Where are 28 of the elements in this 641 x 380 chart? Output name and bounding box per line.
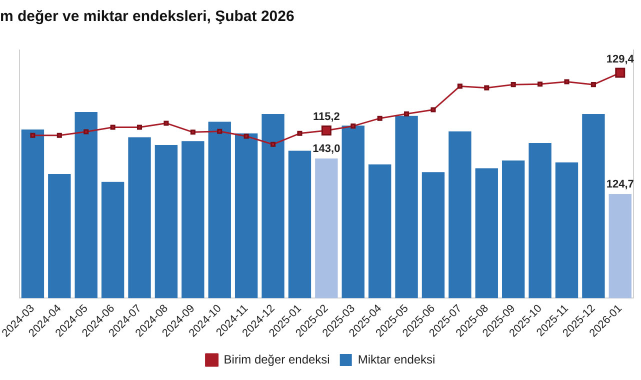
point [350, 124, 356, 129]
point [590, 82, 596, 88]
point [510, 82, 516, 88]
legend-label: Miktar endeksi [358, 352, 436, 366]
data-label: 124,7 [606, 178, 634, 191]
point [110, 124, 116, 130]
point [564, 79, 570, 84]
data-label: 143,0 [312, 143, 340, 156]
point [404, 111, 410, 116]
point [484, 85, 490, 90]
point [164, 120, 169, 126]
point [270, 142, 276, 147]
chart-title: m değer ve miktar endeksleri, Şubat 2026 [0, 8, 294, 26]
point [377, 116, 382, 121]
point [30, 132, 36, 138]
data-label: 129,4 [606, 53, 635, 66]
point [457, 84, 462, 89]
point [190, 130, 196, 135]
point [84, 129, 89, 134]
point [56, 132, 62, 138]
point [244, 134, 249, 139]
legend-label: Birim değer endeksi [224, 352, 330, 366]
point [137, 124, 142, 130]
point [297, 130, 302, 136]
point [538, 82, 543, 87]
point [217, 128, 222, 134]
data-label: 115,2 [312, 111, 340, 124]
point [430, 107, 436, 112]
